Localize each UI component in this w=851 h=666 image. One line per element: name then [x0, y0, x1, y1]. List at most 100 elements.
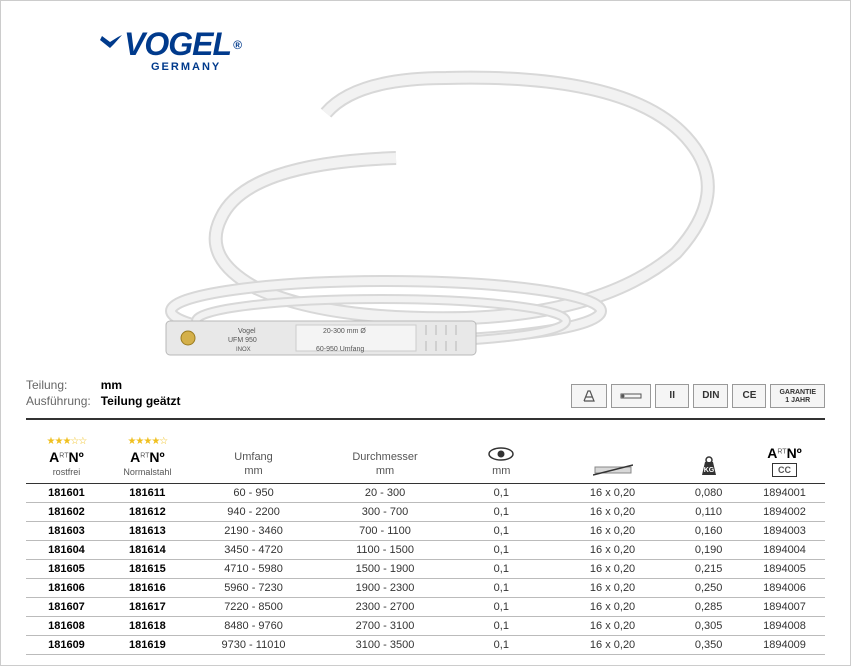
table-cell: 0,1	[451, 616, 552, 635]
table-cell: 181601	[26, 483, 107, 502]
table-cell: 1894007	[744, 597, 825, 616]
badge-din: DIN	[693, 384, 728, 408]
hdr-A2: A	[130, 449, 140, 465]
badge-garantie: GARANTIE 1 JAHR	[770, 384, 825, 408]
badge-garantie-line1: GARANTIE	[779, 389, 816, 396]
table-cell: 16 x 0,20	[552, 578, 673, 597]
teilung-value: mm	[101, 378, 181, 392]
table-row: 1816061816165960 - 72301900 - 23000,116 …	[26, 578, 825, 597]
hdr-N2: Nº	[149, 449, 164, 465]
hdr-reading: mm	[451, 419, 552, 483]
logo-main: VOGEL	[124, 26, 231, 63]
specs-labels: Teilung: mm Ausführung: Teilung geätzt	[26, 378, 181, 408]
table-cell: 181608	[26, 616, 107, 635]
table-cell: 16 x 0,20	[552, 616, 673, 635]
specs-row: Teilung: mm Ausführung: Teilung geätzt I…	[26, 378, 825, 408]
hdr-rt: RT	[59, 452, 68, 459]
table-cell: 0,1	[451, 559, 552, 578]
table-cell: 16 x 0,20	[552, 597, 673, 616]
hdr-umfang-1: Umfang	[234, 451, 273, 463]
table-cell: 940 - 2200	[188, 502, 319, 521]
table-cell: 1894002	[744, 502, 825, 521]
table-cell: 181616	[107, 578, 188, 597]
hdr-art-normalstahl: ★★★★☆ ARTNº Normalstahl	[107, 419, 188, 483]
hdr-umfang: Umfangmm	[188, 419, 319, 483]
table-cell: 20 - 300	[319, 483, 450, 502]
band-icon	[593, 463, 633, 477]
table-cell: 181618	[107, 616, 188, 635]
table-cell: 0,1	[451, 502, 552, 521]
hdr-durchmesser: Durchmessermm	[319, 419, 450, 483]
table-header-row: ★★★☆☆ ARTNº rostfrei ★★★★☆ ARTNº Normals…	[26, 419, 825, 483]
table-cell: 181609	[26, 635, 107, 654]
eye-icon	[486, 445, 516, 463]
table-cell: 181611	[107, 483, 188, 502]
cc-box: CC	[772, 463, 797, 477]
table-cell: 181619	[107, 635, 188, 654]
table-cell: 16 x 0,20	[552, 502, 673, 521]
table-cell: 16 x 0,20	[552, 540, 673, 559]
table-body: 18160118161160 - 95020 - 3000,116 x 0,20…	[26, 483, 825, 654]
table-cell: 0,350	[673, 635, 744, 654]
table-cell: 181604	[26, 540, 107, 559]
table-cell: 181606	[26, 578, 107, 597]
hdr-stars-4: ★★★★☆	[127, 436, 167, 447]
svg-text:UFM 950: UFM 950	[228, 337, 257, 344]
badge-tape-icon	[611, 384, 651, 408]
table-cell: 16 x 0,20	[552, 483, 673, 502]
table-cell: 3100 - 3500	[319, 635, 450, 654]
table-row: 181602181612940 - 2200300 - 7000,116 x 0…	[26, 502, 825, 521]
ausfuehrung-value: Teilung geätzt	[101, 394, 181, 408]
product-table: ★★★☆☆ ARTNº rostfrei ★★★★☆ ARTNº Normals…	[26, 418, 825, 655]
table-cell: 2300 - 2700	[319, 597, 450, 616]
table-cell: 0,1	[451, 483, 552, 502]
svg-text:KG: KG	[703, 467, 714, 474]
table-cell: 1100 - 1500	[319, 540, 450, 559]
table-cell: 1894001	[744, 483, 825, 502]
hdr-N: Nº	[69, 449, 84, 465]
bird-icon	[96, 34, 124, 56]
hdr-cc: ARTNº CC	[744, 419, 825, 483]
table-cell: 181607	[26, 597, 107, 616]
product-image: Vogel UFM 950 INOX 20-300 mm Ø 60-950 Um…	[26, 73, 825, 378]
table-cell: 181617	[107, 597, 188, 616]
table-cell: 0,305	[673, 616, 744, 635]
table-row: 1816071816177220 - 85002300 - 27000,116 …	[26, 597, 825, 616]
table-cell: 1894009	[744, 635, 825, 654]
hdr-weight: KG	[673, 419, 744, 483]
table-cell: 0,1	[451, 578, 552, 597]
table-cell: 181614	[107, 540, 188, 559]
logo-reg: ®	[233, 38, 241, 52]
table-row: 1816031816132190 - 3460700 - 11000,116 x…	[26, 521, 825, 540]
table-cell: 0,160	[673, 521, 744, 540]
table-cell: 60 - 950	[188, 483, 319, 502]
badges: II DIN CE GARANTIE 1 JAHR	[571, 384, 825, 408]
table-cell: 0,250	[673, 578, 744, 597]
table-cell: 0,215	[673, 559, 744, 578]
table-cell: 0,1	[451, 635, 552, 654]
measuring-tape-illustration: Vogel UFM 950 INOX 20-300 mm Ø 60-950 Um…	[106, 63, 766, 373]
table-cell: 16 x 0,20	[552, 635, 673, 654]
table-cell: 0,285	[673, 597, 744, 616]
badge-ce: CE	[732, 384, 766, 408]
hdr-stars-3: ★★★☆☆	[47, 436, 87, 447]
table-row: 1816051816154710 - 59801500 - 19000,116 …	[26, 559, 825, 578]
table-cell: 1894008	[744, 616, 825, 635]
table-cell: 16 x 0,20	[552, 559, 673, 578]
table-cell: 181602	[26, 502, 107, 521]
table-cell: 7220 - 8500	[188, 597, 319, 616]
hdr-band	[552, 419, 673, 483]
table-cell: 0,1	[451, 540, 552, 559]
table-cell: 9730 - 11010	[188, 635, 319, 654]
table-cell: 1900 - 2300	[319, 578, 450, 597]
table-cell: 2190 - 3460	[188, 521, 319, 540]
table-cell: 2700 - 3100	[319, 616, 450, 635]
hdr-rt3: RT	[777, 448, 786, 455]
svg-text:20-300 mm Ø: 20-300 mm Ø	[323, 328, 366, 335]
table-cell: 181615	[107, 559, 188, 578]
table-cell: 181612	[107, 502, 188, 521]
hdr-mm: mm	[492, 465, 510, 477]
ausfuehrung-label: Ausführung:	[26, 394, 91, 408]
svg-text:Vogel: Vogel	[238, 328, 256, 335]
hdr-A3: A	[767, 445, 777, 461]
